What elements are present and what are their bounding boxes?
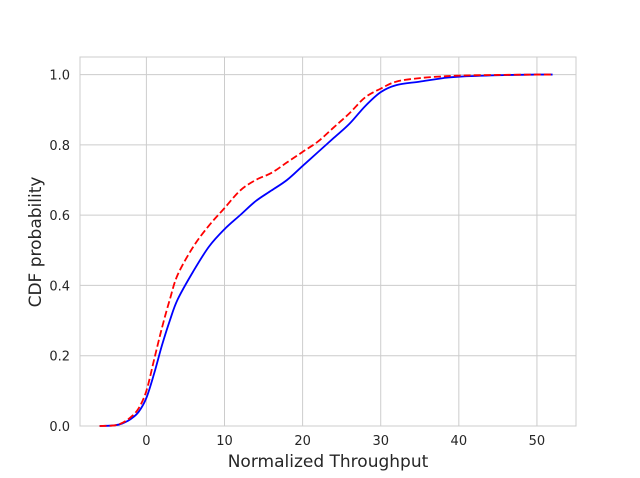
blue-solid-cdf-line xyxy=(99,73,553,427)
x-tick-labels: 0 10 20 30 40 50 xyxy=(142,434,545,449)
x-tick-label: 50 xyxy=(529,434,546,449)
x-tick-label: 30 xyxy=(372,434,389,449)
y-tick-label: 1.0 xyxy=(49,69,70,84)
grid-lines xyxy=(80,57,576,427)
series-layer xyxy=(99,73,553,427)
y-tick-label: 0.6 xyxy=(49,209,70,224)
plot-background xyxy=(80,57,576,426)
y-tick-label: 0.0 xyxy=(49,420,70,435)
x-tick-label: 0 xyxy=(142,434,150,449)
x-tick-label: 10 xyxy=(216,434,233,449)
red-dashed-cdf-line xyxy=(99,73,553,427)
y-tick-label: 0.2 xyxy=(49,350,70,365)
x-axis-label: Normalized Throughput xyxy=(228,452,429,472)
y-tick-label: 0.8 xyxy=(49,139,70,154)
y-axis-label: CDF probability xyxy=(26,177,46,308)
x-tick-label: 40 xyxy=(451,434,468,449)
x-tick-label: 20 xyxy=(294,434,311,449)
plot-frame xyxy=(79,56,577,427)
y-tick-label: 0.4 xyxy=(49,279,70,294)
y-tick-labels: 0.0 0.2 0.4 0.6 0.8 1.0 xyxy=(49,69,70,435)
